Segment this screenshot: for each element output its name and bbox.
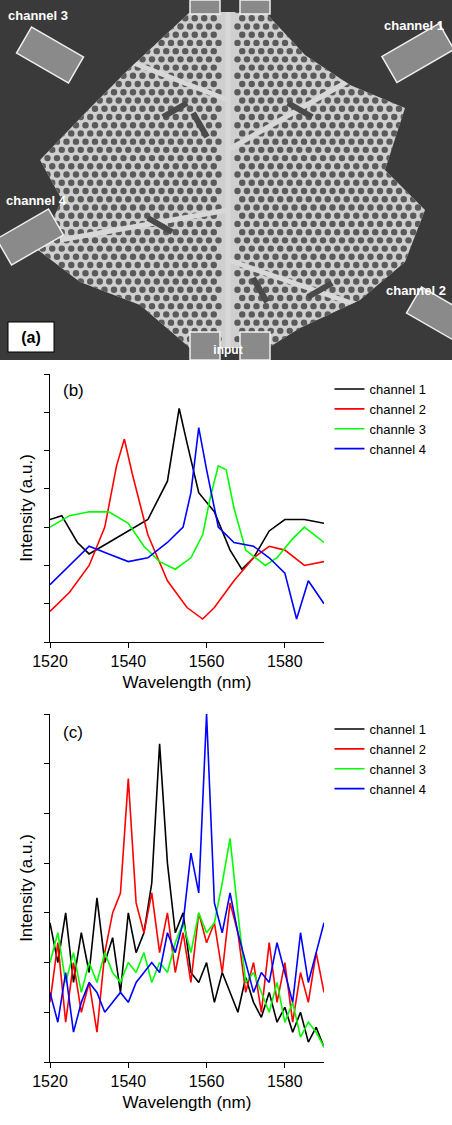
svg-text:(b): (b) [63, 381, 84, 400]
svg-text:channel 4: channel 4 [369, 782, 425, 797]
svg-text:channle 3: channle 3 [369, 422, 425, 437]
svg-text:channel 2: channel 2 [386, 283, 446, 298]
svg-text:Wavelength (nm): Wavelength (nm) [123, 1093, 252, 1112]
svg-text:channel 1: channel 1 [369, 722, 425, 737]
svg-text:1520: 1520 [32, 653, 68, 670]
svg-text:channel 3: channel 3 [369, 762, 425, 777]
svg-text:1540: 1540 [110, 653, 146, 670]
svg-text:(a): (a) [21, 329, 41, 346]
svg-text:1580: 1580 [267, 1073, 303, 1090]
svg-text:1540: 1540 [110, 1073, 146, 1090]
svg-text:channel 4: channel 4 [6, 193, 67, 208]
svg-text:Intensity (a.u.): Intensity (a.u.) [17, 834, 36, 942]
svg-text:Wavelength (nm): Wavelength (nm) [123, 673, 252, 692]
svg-text:Intensity (a.u.): Intensity (a.u.) [17, 454, 36, 562]
svg-text:1560: 1560 [189, 1073, 225, 1090]
svg-text:channel 1: channel 1 [369, 382, 425, 397]
svg-text:1520: 1520 [32, 1073, 68, 1090]
svg-text:channel 1: channel 1 [384, 18, 444, 33]
svg-text:1560: 1560 [189, 653, 225, 670]
svg-text:channel 3: channel 3 [8, 8, 68, 23]
svg-text:1580: 1580 [267, 653, 303, 670]
svg-text:channel 4: channel 4 [369, 442, 425, 457]
svg-text:(c): (c) [63, 723, 83, 742]
svg-text:channel 2: channel 2 [369, 742, 425, 757]
svg-text:channel 2: channel 2 [369, 402, 425, 417]
svg-text:input: input [213, 343, 242, 357]
